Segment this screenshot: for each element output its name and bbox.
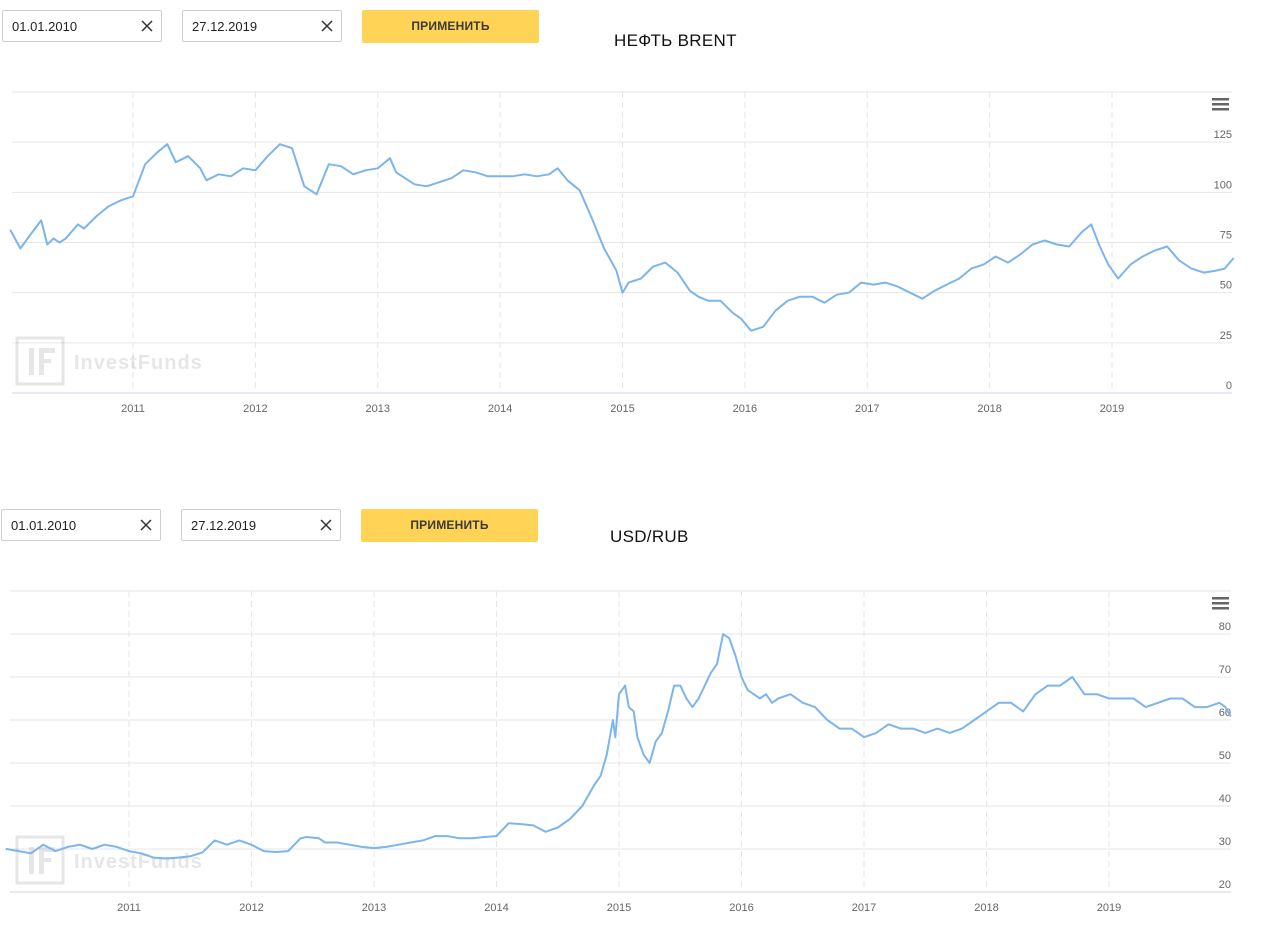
y-tick-label: 75 (1220, 230, 1232, 242)
x-tick-label: 2014 (484, 902, 508, 914)
x-tick-label: 2013 (366, 403, 390, 415)
date-to-value: 27.12.2019 (191, 518, 257, 533)
apply-button[interactable]: ПРИМЕНИТЬ (361, 509, 538, 542)
date-to-value: 27.12.2019 (192, 19, 258, 34)
x-tick-label: 2014 (488, 403, 512, 415)
y-tick-label: 20 (1219, 879, 1231, 891)
close-icon[interactable] (139, 18, 155, 34)
x-tick-label: 2016 (733, 403, 757, 415)
date-from-value: 01.01.2010 (11, 518, 77, 533)
brent-line-chart: 0 25 50 75 100 125 2011 2012 2013 2014 2015 2016 201… (9, 91, 1235, 415)
y-tick-label: 40 (1219, 793, 1231, 805)
apply-button[interactable]: ПРИМЕНИТЬ (362, 10, 539, 43)
investfunds-logo: InvestFunds (15, 336, 203, 386)
y-tick-label: 0 (1226, 380, 1232, 392)
y-tick-label: 50 (1220, 280, 1232, 292)
x-tick-label: 2018 (977, 403, 1001, 415)
chart-title: USD/RUB (610, 527, 689, 546)
hamburger-menu-icon[interactable] (1212, 98, 1229, 111)
close-icon[interactable] (319, 18, 335, 34)
x-tick-label: 2012 (243, 403, 267, 415)
date-from-input[interactable]: 01.01.2010 (1, 509, 161, 541)
x-tick-label: 2018 (974, 902, 998, 914)
chart-panel-brent: 01.01.2010 27.12.2019 ПРИМЕНИТЬ НЕФТЬ BR… (0, 0, 1264, 460)
y-tick-label: 70 (1219, 664, 1231, 676)
x-tick-label: 2012 (239, 902, 263, 914)
date-to-input[interactable]: 27.12.2019 (182, 10, 342, 42)
y-tick-label: 25 (1220, 330, 1232, 342)
x-tick-label: 2017 (852, 902, 876, 914)
watermark-text: InvestFunds (74, 352, 203, 374)
y-tick-label: 50 (1219, 750, 1231, 762)
y-tick-label: 80 (1219, 621, 1231, 633)
x-tick-label: 2011 (117, 902, 141, 914)
x-tick-label: 2017 (855, 403, 879, 415)
date-from-input[interactable]: 01.01.2010 (2, 10, 162, 42)
x-tick-label: 2011 (121, 403, 145, 415)
x-tick-label: 2016 (729, 902, 753, 914)
date-to-input[interactable]: 27.12.2019 (181, 509, 341, 541)
series-line (9, 143, 1235, 332)
x-tick-label: 2015 (610, 403, 634, 415)
date-from-value: 01.01.2010 (12, 19, 78, 34)
chart-title: НЕФТЬ BRENT (614, 31, 737, 50)
y-tick-label: 100 (1214, 179, 1232, 191)
y-tick-label: 30 (1219, 836, 1231, 848)
investfunds-logo: InvestFunds (15, 835, 203, 885)
close-icon[interactable] (138, 517, 154, 533)
x-tick-label: 2015 (607, 902, 631, 914)
hamburger-menu-icon[interactable] (1212, 597, 1229, 610)
x-tick-label: 2013 (362, 902, 386, 914)
x-tick-label: 2019 (1100, 403, 1124, 415)
y-tick-label: 125 (1214, 129, 1232, 141)
close-icon[interactable] (318, 517, 334, 533)
watermark-text: InvestFunds (74, 851, 203, 873)
series-line (5, 633, 1232, 860)
x-tick-label: 2019 (1097, 902, 1121, 914)
